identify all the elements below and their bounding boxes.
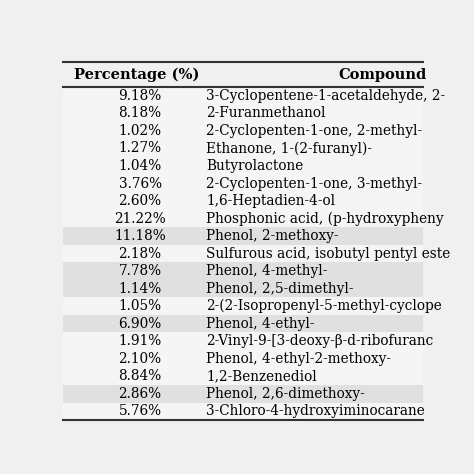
Text: 2-Vinyl-9-[3-deoxy-β-d-ribofuranc: 2-Vinyl-9-[3-deoxy-β-d-ribofuranc — [206, 334, 433, 348]
Text: 1,6-Heptadien-4-ol: 1,6-Heptadien-4-ol — [206, 194, 335, 208]
Text: 1.27%: 1.27% — [118, 142, 162, 155]
Text: 2.18%: 2.18% — [118, 246, 162, 261]
Text: Phosphonic acid, (p-hydroxypheny: Phosphonic acid, (p-hydroxypheny — [206, 211, 444, 226]
Text: 2-(2-Isopropenyl-5-methyl-cyclope: 2-(2-Isopropenyl-5-methyl-cyclope — [206, 299, 442, 313]
Text: 9.18%: 9.18% — [118, 89, 162, 103]
Text: 8.18%: 8.18% — [118, 107, 162, 120]
Text: 21.22%: 21.22% — [114, 211, 166, 226]
Bar — [63, 63, 423, 87]
Bar — [63, 280, 423, 297]
Text: 6.90%: 6.90% — [118, 317, 162, 331]
Text: Percentage (%): Percentage (%) — [74, 68, 200, 82]
Text: 2-Furanmethanol: 2-Furanmethanol — [206, 107, 326, 120]
Bar — [63, 263, 423, 280]
Text: Butyrolactone: Butyrolactone — [206, 159, 303, 173]
Text: Phenol, 4-ethyl-2-methoxy-: Phenol, 4-ethyl-2-methoxy- — [206, 352, 391, 366]
Text: Phenol, 2-methoxy-: Phenol, 2-methoxy- — [206, 229, 339, 243]
Text: 1.14%: 1.14% — [118, 282, 162, 296]
Text: 2.10%: 2.10% — [118, 352, 162, 366]
Text: 3-Chloro-4-hydroxyiminocarane: 3-Chloro-4-hydroxyiminocarane — [206, 404, 425, 418]
Text: 11.18%: 11.18% — [114, 229, 166, 243]
Bar — [63, 228, 423, 245]
Text: 2-Cyclopenten-1-one, 2-methyl-: 2-Cyclopenten-1-one, 2-methyl- — [206, 124, 422, 138]
Text: 2.86%: 2.86% — [118, 387, 162, 401]
Text: 2-Cyclopenten-1-one, 3-methyl-: 2-Cyclopenten-1-one, 3-methyl- — [206, 176, 422, 191]
Text: 1,2-Benzenediol: 1,2-Benzenediol — [206, 369, 317, 383]
Text: 1.02%: 1.02% — [118, 124, 162, 138]
Text: Phenol, 4-methyl-: Phenol, 4-methyl- — [206, 264, 328, 278]
Text: 8.84%: 8.84% — [118, 369, 162, 383]
Text: Phenol, 2,6-dimethoxy-: Phenol, 2,6-dimethoxy- — [206, 387, 365, 401]
Text: 5.76%: 5.76% — [118, 404, 162, 418]
Text: 1.04%: 1.04% — [118, 159, 162, 173]
Text: Compound: Compound — [338, 68, 427, 82]
Text: 1.05%: 1.05% — [118, 299, 162, 313]
Text: 3-Cyclopentene-1-acetaldehyde, 2-: 3-Cyclopentene-1-acetaldehyde, 2- — [206, 89, 445, 103]
Text: Ethanone, 1-(2-furanyl)-: Ethanone, 1-(2-furanyl)- — [206, 141, 372, 155]
Bar — [63, 315, 423, 332]
Text: 2.60%: 2.60% — [118, 194, 162, 208]
Text: Phenol, 4-ethyl-: Phenol, 4-ethyl- — [206, 317, 315, 331]
Text: 7.78%: 7.78% — [118, 264, 162, 278]
Text: 3.76%: 3.76% — [118, 176, 162, 191]
Text: 1.91%: 1.91% — [118, 334, 162, 348]
Bar — [63, 385, 423, 402]
Text: Sulfurous acid, isobutyl pentyl este: Sulfurous acid, isobutyl pentyl este — [206, 246, 450, 261]
Text: Phenol, 2,5-dimethyl-: Phenol, 2,5-dimethyl- — [206, 282, 354, 296]
